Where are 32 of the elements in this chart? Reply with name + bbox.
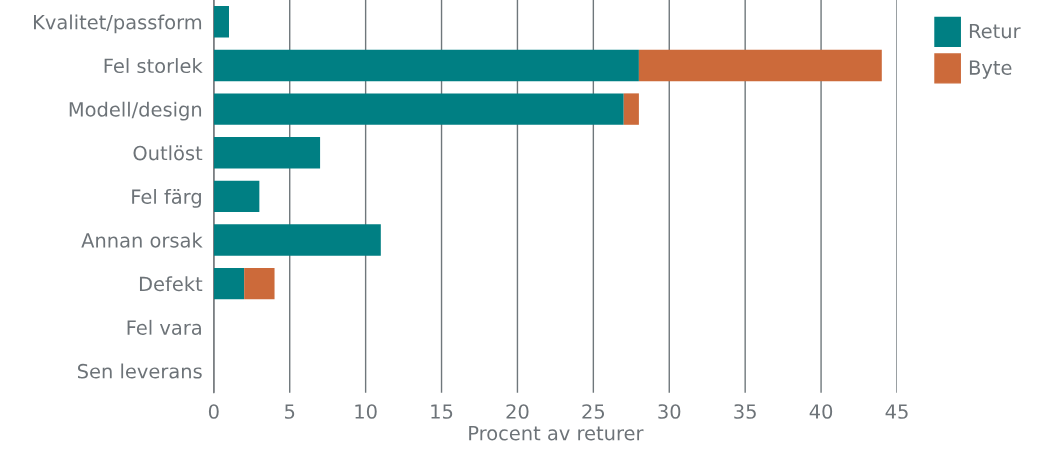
bar	[213, 267, 245, 300]
bar	[638, 49, 882, 82]
y-tick-label: Fel färg	[132, 188, 201, 208]
bar	[213, 137, 321, 169]
bar	[213, 6, 229, 38]
x-tick-label: 25	[582, 404, 605, 419]
y-tick-label: Modell/design	[69, 101, 202, 121]
bar	[213, 49, 639, 82]
y-tick-label: Fel storlek	[104, 58, 203, 74]
legend-label: Retur	[969, 23, 1021, 39]
legend-label: Byte	[969, 60, 1012, 79]
y-tick-label: Outlöst	[133, 145, 203, 161]
bar	[213, 180, 260, 213]
x-tick-label: 35	[734, 404, 756, 419]
bar	[213, 224, 381, 256]
x-tick-label: 45	[885, 404, 908, 419]
x-tick-label: 15	[431, 404, 453, 419]
y-tick-label: Sen leverans	[77, 363, 202, 379]
x-tick-label: 40	[809, 404, 833, 419]
x-axis-title: Procent av returer	[469, 426, 644, 441]
y-tick-label: Fel vara	[127, 319, 201, 335]
y-tick-label: Kvalitet/passform	[34, 14, 202, 34]
bar	[213, 93, 624, 125]
x-tick-label: 30	[658, 404, 681, 419]
x-tick-label: 10	[355, 404, 377, 419]
x-tick-label: 5	[285, 404, 295, 419]
bar	[623, 93, 639, 125]
x-tick-label: 20	[506, 404, 529, 419]
x-tick-label: 0	[208, 404, 219, 419]
y-tick-label: Defekt	[139, 276, 203, 292]
y-tick-label: Annan orsak	[81, 232, 203, 248]
bar	[244, 267, 275, 300]
